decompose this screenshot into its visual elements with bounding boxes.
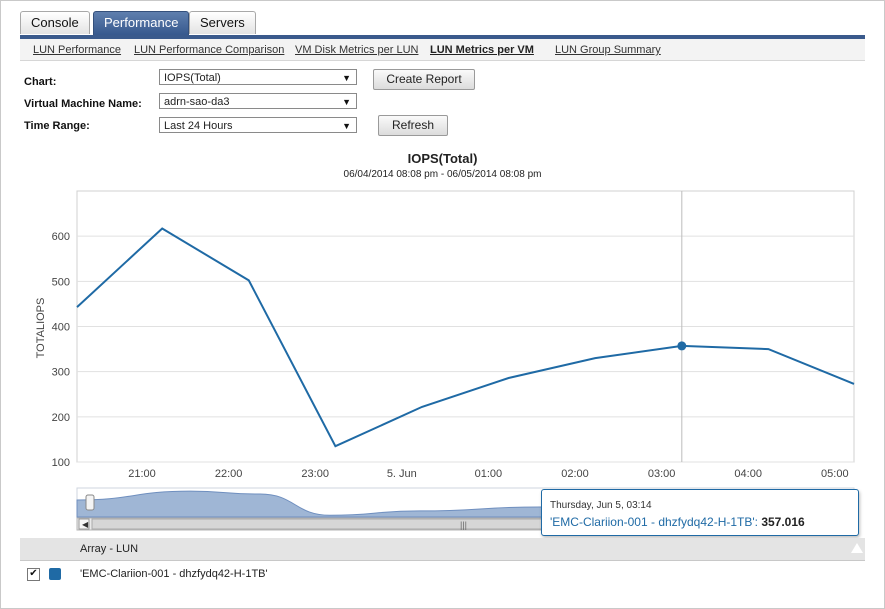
dropdown-arrow-icon: ▼: [342, 121, 351, 131]
highlighted-data-point[interactable]: [677, 341, 687, 351]
vm-name-select[interactable]: adrn-sao-da3 ▼: [159, 93, 357, 109]
series-name: 'EMC-Clariion-001 - dhzfydq42-H-1TB': [80, 568, 268, 580]
refresh-button[interactable]: Refresh: [378, 115, 448, 136]
subnav-vm-disk-metrics[interactable]: VM Disk Metrics per LUN: [295, 44, 419, 56]
legend-table-header: Array - LUN: [20, 538, 865, 561]
chart-tooltip: Thursday, Jun 5, 03:14 'EMC-Clariion-001…: [541, 489, 859, 536]
tooltip-series-name: 'EMC-Clariion-001 - dhzfydq42-H-1TB': [550, 515, 755, 529]
x-tick-label: 23:00: [301, 468, 329, 480]
x-tick-label: 5. Jun: [387, 468, 417, 480]
legend-table-row: ✔ 'EMC-Clariion-001 - dhzfydq42-H-1TB': [20, 562, 865, 586]
y-tick-label: 200: [52, 412, 70, 424]
y-tick-label: 100: [52, 457, 70, 469]
y-tick-label: 300: [52, 367, 70, 379]
navigator-left-handle[interactable]: [85, 494, 95, 511]
create-report-button[interactable]: Create Report: [373, 69, 475, 90]
series-line[interactable]: [76, 227, 855, 448]
x-tick-label: 02:00: [561, 468, 589, 480]
time-range-select-value: Last 24 Hours: [164, 120, 233, 132]
x-tick-label: 04:00: [734, 468, 762, 480]
scrollbar-grip-icon: |||: [460, 520, 467, 530]
time-range-label: Time Range:: [24, 120, 90, 132]
tab-console[interactable]: Console: [20, 11, 90, 34]
tooltip-value: 357.016: [761, 515, 805, 529]
subnav-lun-metrics-per-vm[interactable]: LUN Metrics per VM: [430, 44, 534, 56]
scroll-left-arrow-icon: ◀: [82, 520, 89, 529]
dropdown-arrow-icon: ▼: [342, 73, 351, 83]
tooltip-date: Thursday, Jun 5, 03:14: [550, 500, 652, 511]
x-tick-label: 05:00: [821, 468, 849, 480]
chart-title: IOPS(Total): [407, 151, 478, 166]
subnav-lun-group-summary[interactable]: LUN Group Summary: [555, 44, 661, 56]
x-tick-label: 22:00: [215, 468, 243, 480]
chart-subtitle: 06/04/2014 08:08 pm - 06/05/2014 08:08 p…: [343, 169, 542, 180]
x-tick-label: 03:00: [648, 468, 676, 480]
subnav-lun-performance-comparison[interactable]: LUN Performance Comparison: [134, 44, 285, 56]
dropdown-arrow-icon: ▼: [342, 97, 351, 107]
vm-name-label: Virtual Machine Name:: [24, 98, 142, 110]
tab-performance[interactable]: Performance: [93, 11, 190, 36]
column-header-array-lun[interactable]: Array - LUN: [80, 543, 139, 555]
tooltip-series: 'EMC-Clariion-001 - dhzfydq42-H-1TB': 35…: [550, 515, 805, 529]
series-color-swatch: [49, 568, 61, 580]
y-tick-label: 500: [52, 276, 70, 288]
time-range-select[interactable]: Last 24 Hours ▼: [159, 117, 357, 133]
y-axis-title: TOTALIOPS: [35, 298, 47, 359]
y-tick-label: 400: [52, 322, 70, 334]
sub-navigation: LUN Performance LUN Performance Comparis…: [20, 39, 865, 61]
chart-select-value: IOPS(Total): [164, 72, 221, 84]
chart-select[interactable]: IOPS(Total) ▼: [159, 69, 357, 85]
vm-name-select-value: adrn-sao-da3: [164, 96, 230, 108]
sort-arrow-icon[interactable]: [851, 543, 863, 553]
x-tick-label: 21:00: [128, 468, 156, 480]
x-tick-label: 01:00: [475, 468, 503, 480]
y-tick-label: 600: [52, 231, 70, 243]
chart-label: Chart:: [24, 76, 57, 88]
series-visibility-checkbox[interactable]: ✔: [27, 568, 40, 581]
scroll-left-button[interactable]: [78, 518, 90, 530]
tab-bar-divider: [20, 35, 865, 39]
tab-servers[interactable]: Servers: [189, 11, 256, 34]
subnav-lun-performance[interactable]: LUN Performance: [33, 44, 122, 56]
tooltip-separator: :: [754, 515, 762, 529]
